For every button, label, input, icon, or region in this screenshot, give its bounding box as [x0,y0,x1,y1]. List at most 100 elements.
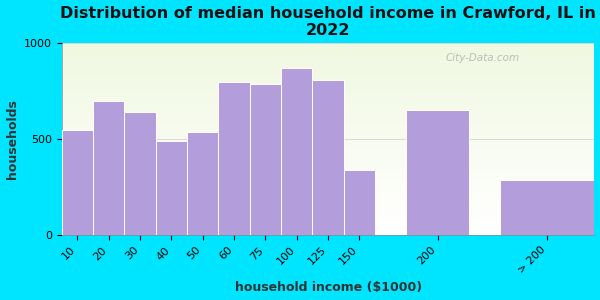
Bar [62,178,595,179]
Bar [62,176,595,178]
Bar [62,154,595,157]
Bar [62,147,595,149]
Bar [62,106,595,109]
Bar [62,135,595,137]
Bar [62,230,595,231]
Bar [62,191,595,193]
Bar [62,166,595,168]
Bar [62,195,595,197]
Bar [62,134,595,135]
Bar [62,95,595,97]
Title: Distribution of median household income in Crawford, IL in
2022: Distribution of median household income … [60,6,596,38]
Y-axis label: households: households [5,99,19,179]
Bar [62,157,595,158]
Bar [62,170,595,172]
Bar [313,80,344,235]
Bar [62,204,595,206]
Bar [62,84,595,85]
Bar [62,143,595,145]
Bar [62,214,595,216]
Bar [62,222,595,224]
Bar [62,153,595,154]
Bar [62,64,595,66]
Bar [62,74,595,76]
Bar [62,51,595,53]
Bar [62,66,595,68]
Bar [62,58,595,61]
Bar [62,151,595,153]
Bar [62,110,595,112]
Bar [62,99,595,101]
Bar [62,78,595,80]
Bar [62,82,595,84]
Bar [62,216,595,218]
Bar [62,130,595,131]
Bar [62,141,595,143]
Bar [62,162,595,164]
Bar [62,130,93,235]
Bar [62,160,595,162]
Bar [62,80,595,82]
Bar [62,124,595,126]
Bar [187,131,218,235]
Bar [62,72,595,74]
Bar [62,120,595,122]
Bar [62,179,595,182]
Bar [406,110,469,235]
Bar [62,57,595,59]
Bar [62,210,595,212]
Bar [62,116,595,118]
Bar [62,189,595,191]
Text: City-Data.com: City-Data.com [445,53,520,63]
Bar [62,164,595,166]
Bar [62,53,595,55]
Bar [281,68,313,235]
X-axis label: household income ($1000): household income ($1000) [235,281,422,294]
Bar [62,43,595,45]
Bar [62,114,595,116]
Bar [62,76,595,78]
Bar [156,141,187,235]
Bar [62,201,595,203]
Bar [62,233,595,235]
Bar [62,61,595,62]
Bar [62,128,595,130]
Bar [62,85,595,87]
Bar [62,55,595,57]
Bar [62,122,595,124]
Bar [62,168,595,170]
Bar [93,101,124,235]
Bar [62,112,595,114]
Bar [62,131,595,134]
Bar [62,174,595,176]
Bar [62,218,595,220]
Bar [62,158,595,160]
Bar [62,105,595,106]
Bar [62,93,595,95]
Bar [62,68,595,70]
Bar [62,183,595,185]
Bar [62,47,595,49]
Bar [62,87,595,89]
Bar [62,145,595,147]
Bar [62,97,595,99]
Bar [62,70,595,72]
Bar [62,91,595,93]
Bar [62,139,595,141]
Bar [62,199,595,201]
Bar [62,227,595,230]
Bar [500,179,595,235]
Bar [62,49,595,51]
Bar [62,103,595,105]
Bar [62,182,595,183]
Bar [62,193,595,195]
Bar [124,112,156,235]
Bar [62,126,595,128]
Bar [62,197,595,199]
Bar [62,231,595,233]
Bar [250,84,281,235]
Bar [62,187,595,189]
Bar [62,224,595,226]
Bar [218,82,250,235]
Bar [62,118,595,120]
